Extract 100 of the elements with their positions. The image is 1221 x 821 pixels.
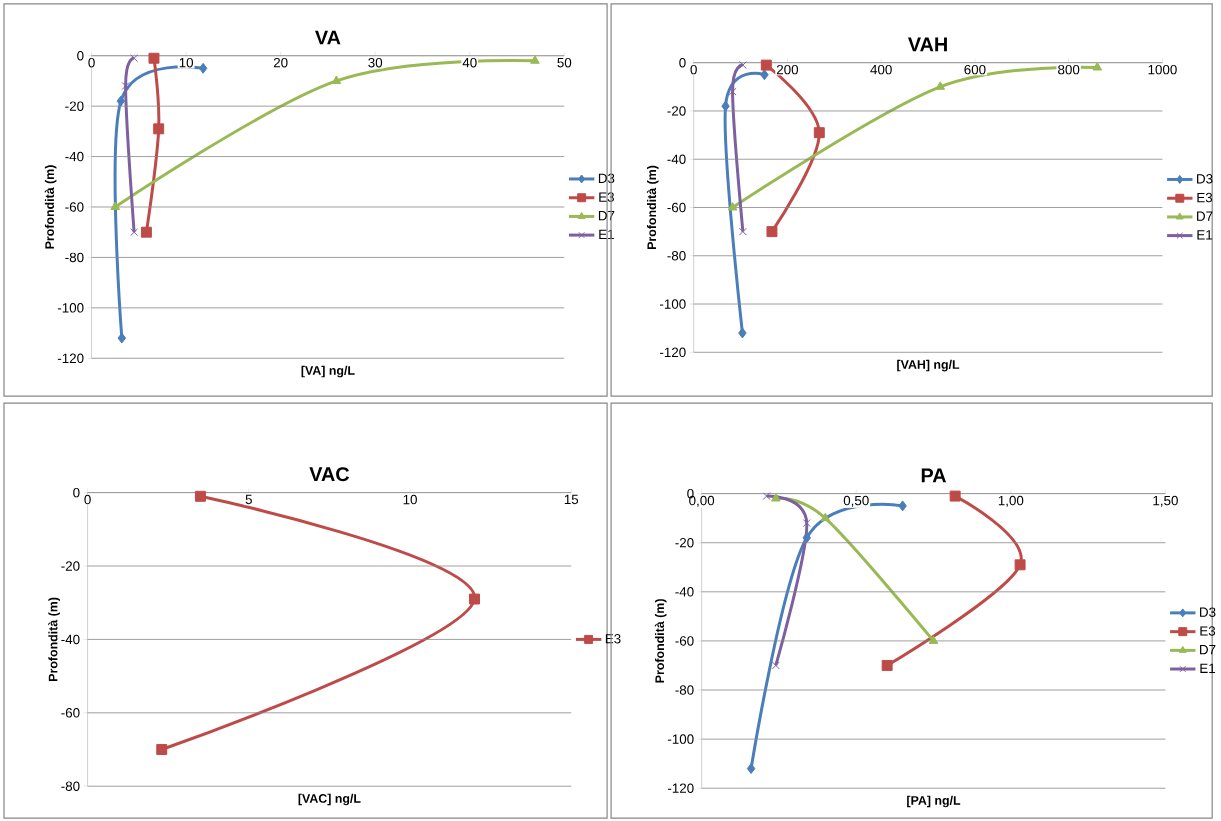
y-tick-label: -120: [659, 347, 686, 358]
x-tick-label: 0: [84, 494, 91, 505]
point: [881, 659, 893, 671]
point: [140, 226, 152, 238]
y-tick-label: -80: [65, 252, 84, 263]
point: [746, 763, 756, 775]
y-tick-label: -60: [65, 202, 84, 212]
y-tick-label: -60: [667, 202, 686, 213]
point: [156, 744, 168, 755]
point: [771, 493, 781, 502]
legend-label: E3: [1200, 626, 1216, 636]
y-tick-label: -60: [61, 708, 80, 718]
legend-label: E3: [1197, 192, 1213, 203]
x-tick-label: 600: [964, 64, 986, 75]
point: [802, 519, 811, 528]
point: [928, 635, 939, 644]
point: [110, 201, 121, 210]
y-axis-title: Profondità (m): [654, 599, 667, 683]
y-tick-label: -40: [61, 634, 80, 645]
point: [121, 81, 130, 90]
x-tick-label: 15: [564, 494, 579, 505]
point: [760, 59, 772, 71]
legend-label: D3: [1197, 174, 1213, 184]
point: [721, 100, 730, 112]
x-tick-label: 0: [88, 57, 95, 68]
y-tick-label: -120: [667, 783, 694, 793]
x-tick-label: 800: [1058, 64, 1080, 75]
y-tick-label: -100: [57, 303, 84, 313]
y-tick-label: -20: [65, 101, 84, 111]
y-tick-label: -100: [659, 299, 686, 309]
point: [898, 500, 907, 512]
x-tick-label: 10: [403, 494, 417, 505]
x-axis-title: [VAC] ng/L: [298, 793, 361, 806]
point: [738, 61, 747, 70]
legend-label: D7: [1200, 645, 1216, 655]
point: [802, 532, 811, 544]
point: [813, 127, 825, 139]
x-axis-title: [VA] ng/L: [301, 365, 355, 378]
point: [760, 69, 769, 81]
x-tick-label: 30: [368, 57, 383, 68]
point: [728, 87, 737, 96]
x-tick-label: 1,00: [998, 495, 1024, 507]
point: [130, 228, 139, 237]
x-axis-title: [PA] ng/L: [907, 795, 961, 808]
legend-label: E1: [1197, 230, 1213, 240]
y-tick-label: -40: [65, 151, 84, 162]
chart-title: VAH: [907, 37, 947, 52]
x-tick-label: 400: [870, 64, 892, 75]
y-tick-label: -20: [61, 561, 80, 571]
x-axis-title: [VAH] ng/L: [897, 359, 960, 372]
point: [1092, 62, 1103, 71]
point: [1014, 559, 1026, 571]
point: [762, 492, 771, 501]
y-tick-label: -80: [667, 251, 686, 261]
point: [766, 226, 778, 238]
y-tick-label: 0: [77, 50, 84, 61]
y-tick-label: 0: [73, 487, 80, 498]
point: [331, 75, 342, 84]
point: [148, 52, 160, 64]
point: [738, 227, 747, 236]
legend-label: D3: [1200, 607, 1216, 617]
legend-label: E3: [599, 192, 614, 202]
x-tick-label: 1000: [1148, 64, 1177, 75]
point: [116, 95, 126, 107]
y-axis-title: Profondità (m): [44, 165, 57, 249]
y-tick-label: -40: [675, 587, 694, 597]
y-tick-label: -100: [667, 734, 694, 744]
x-tick-label: 200: [776, 64, 799, 75]
x-tick-label: 10: [179, 57, 194, 68]
legend-label: D3: [598, 173, 615, 183]
legend-label: E1: [1200, 663, 1216, 673]
chart-title: VAC: [309, 467, 350, 482]
y-tick-label: -120: [57, 353, 84, 363]
y-tick-label: -20: [675, 537, 694, 548]
point: [727, 202, 738, 211]
x-tick-label: 50: [557, 57, 572, 68]
y-axis-title: Profondità (m): [48, 597, 60, 681]
y-tick-label: -20: [667, 106, 686, 116]
x-tick-label: 0,50: [843, 495, 869, 507]
point: [820, 512, 831, 522]
point: [469, 593, 480, 605]
point: [153, 123, 165, 135]
x-tick-label: 40: [462, 57, 477, 68]
x-tick-label: 1,50: [1153, 495, 1178, 507]
point: [130, 54, 139, 63]
y-axis-title: Profondità (m): [646, 165, 659, 249]
point: [198, 62, 208, 74]
y-tick-label: -80: [675, 685, 694, 695]
point: [194, 490, 206, 502]
point: [949, 490, 961, 502]
y-tick-label: -60: [675, 636, 694, 646]
legend-label: E3: [605, 633, 621, 644]
point: [935, 81, 946, 90]
point: [530, 55, 540, 64]
legend-label: D7: [598, 211, 615, 221]
point: [771, 661, 780, 670]
x-tick-label: 5: [245, 494, 252, 505]
chart-title: PA: [921, 468, 947, 483]
x-tick-label: 20: [273, 57, 288, 68]
point: [738, 327, 747, 339]
